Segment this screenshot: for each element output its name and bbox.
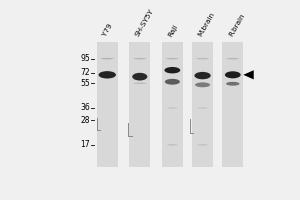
Bar [97, 42, 118, 167]
Ellipse shape [194, 72, 211, 79]
Ellipse shape [195, 82, 210, 87]
Ellipse shape [166, 58, 179, 59]
Text: 28: 28 [80, 116, 90, 125]
Ellipse shape [101, 58, 114, 59]
Text: SH-SY5Y: SH-SY5Y [135, 8, 155, 38]
Ellipse shape [197, 144, 208, 146]
Text: 17: 17 [80, 140, 90, 149]
Bar [162, 42, 183, 167]
Ellipse shape [167, 144, 178, 146]
Ellipse shape [132, 73, 147, 81]
Bar [192, 42, 213, 167]
Ellipse shape [197, 107, 208, 109]
Ellipse shape [167, 107, 178, 109]
Ellipse shape [226, 58, 239, 59]
Ellipse shape [226, 82, 239, 86]
Text: 55: 55 [80, 79, 90, 88]
Bar [222, 42, 243, 167]
Bar [129, 42, 150, 167]
Ellipse shape [134, 58, 146, 59]
Ellipse shape [164, 67, 180, 73]
Ellipse shape [165, 79, 180, 85]
Text: R.brain: R.brain [228, 13, 245, 38]
Text: Raji: Raji [167, 23, 179, 38]
Text: 95: 95 [80, 54, 90, 63]
Ellipse shape [225, 71, 241, 78]
Text: M.brain: M.brain [197, 11, 216, 38]
Text: Y79: Y79 [102, 23, 114, 38]
Text: 36: 36 [80, 103, 90, 112]
Ellipse shape [98, 71, 116, 79]
Ellipse shape [196, 58, 209, 59]
Polygon shape [243, 70, 254, 79]
Text: 72: 72 [80, 68, 90, 77]
Ellipse shape [134, 83, 146, 84]
